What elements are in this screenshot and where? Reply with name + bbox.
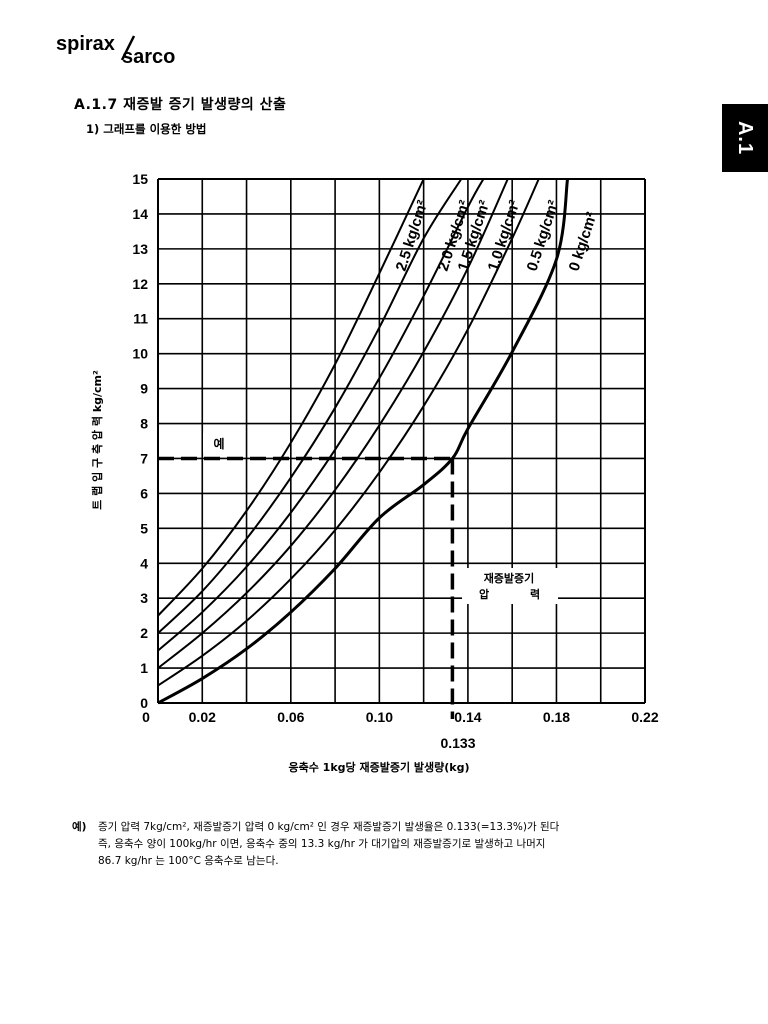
- logo-word-sarco: sarco: [122, 46, 175, 68]
- section-title: A.1.7 재증발 증기 발생량의 산출: [74, 97, 287, 113]
- example-marker-bg: [203, 433, 235, 453]
- x-tick-label: 0.10: [366, 709, 393, 725]
- y-tick-label: 4: [140, 555, 148, 571]
- example-note-line-3: 86.7 kg/hr 는 100°C 응축수로 남는다.: [98, 855, 279, 867]
- y-tick-label: 9: [140, 381, 148, 397]
- example-x-value-label: 0.133: [440, 735, 475, 751]
- y-tick-label: 15: [132, 171, 148, 187]
- y-tick-label: 0: [140, 695, 148, 711]
- example-dashed-path: [158, 456, 455, 719]
- x-tick-label: 0: [142, 709, 150, 725]
- example-note-line-1: 증기 압력 7kg/cm², 재증발증기 압력 0 kg/cm² 인 경우 재증…: [98, 821, 560, 833]
- y-tick-label: 11: [133, 311, 148, 327]
- x-tick-label: 0.02: [189, 709, 216, 725]
- flash-pressure-label-line2a: 압: [479, 588, 489, 601]
- y-tick-label: 2: [140, 625, 148, 641]
- example-note-label: 예): [72, 821, 87, 833]
- series-curve-3: [157, 178, 509, 669]
- series-curve-4: [157, 178, 540, 687]
- y-tick-label: 3: [140, 590, 148, 606]
- y-axis-label: 트 랩 입 구 측 압 력 kg/cm²: [90, 370, 104, 510]
- x-tick-label: 0.18: [543, 709, 570, 725]
- flash-pressure-label-bg: [462, 568, 558, 604]
- x-axis-label: 응축수 1kg당 재증발증기 발생량(kg): [288, 760, 469, 774]
- logo-slash: [120, 35, 136, 61]
- series-curve-2: [157, 178, 485, 652]
- example-note: 예) 증기 압력 7kg/cm², 재증발증기 압력 0 kg/cm² 인 경우…: [72, 819, 712, 870]
- example-marker-label: 예: [213, 436, 224, 451]
- y-tick-label: 8: [140, 416, 148, 432]
- series-curve-5: [157, 178, 570, 705]
- y-tick-label: 5: [140, 520, 148, 536]
- x-tick-label: 0.14: [454, 709, 481, 725]
- y-tick-label: 13: [132, 241, 148, 257]
- x-tick-label: 0.22: [631, 709, 658, 725]
- chart-grid: [157, 178, 646, 704]
- series-label-5: 0 kg/cm²: [566, 210, 601, 273]
- flash-pressure-label-line2b: 력: [530, 588, 540, 601]
- y-tick-label: 12: [132, 276, 148, 292]
- y-tick-label: 1: [140, 660, 148, 676]
- flash-pressure-label-line1: 재증발증기: [484, 571, 535, 585]
- y-tick-label: 10: [132, 346, 148, 362]
- y-tick-label: 14: [132, 206, 148, 222]
- chart-curves: [157, 178, 570, 705]
- y-tick-label: 7: [140, 450, 148, 466]
- section-tab: A.1: [722, 104, 768, 172]
- spirax-sarco-logo: spirax sarco: [56, 33, 175, 68]
- subsection-title: 1) 그래프를 이용한 방법: [86, 122, 207, 136]
- x-tick-label: 0.06: [277, 709, 304, 725]
- example-note-line-2: 즉, 응축수 양이 100kg/hr 이면, 응축수 중의 13.3 kg/hr…: [98, 838, 546, 850]
- logo-word-spirax: spirax: [56, 33, 115, 55]
- series-curve-1: [157, 178, 463, 634]
- y-tick-label: 6: [140, 485, 148, 501]
- series-curve-0: [157, 178, 425, 617]
